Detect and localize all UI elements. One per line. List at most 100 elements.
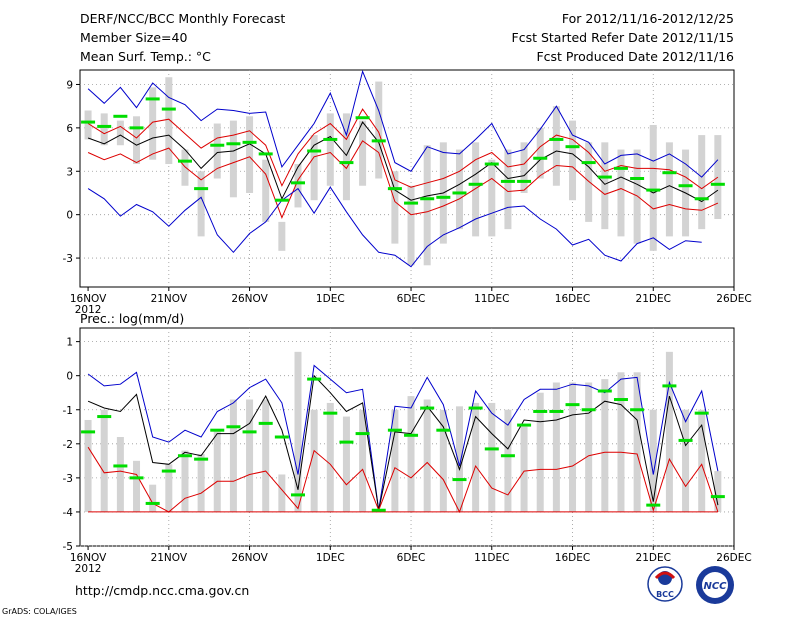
temp-ytick-label: 6 xyxy=(66,123,73,135)
temp-spread-bar xyxy=(133,116,141,165)
prec-spread-bar xyxy=(326,402,334,512)
prec-ytick-label: -3 xyxy=(63,473,73,485)
footer-url[interactable]: http://cmdp.ncc.cma.gov.cn xyxy=(75,583,249,598)
prec-spread-bar xyxy=(310,409,318,512)
prec-ytick-label: -2 xyxy=(63,439,73,451)
header-variable: Mean Surf. Temp.: °C xyxy=(80,49,211,64)
temp-xtick-label: 21DEC xyxy=(636,293,671,305)
prec-xtick-label: 11DEC xyxy=(474,552,509,564)
temp-xtick-label: 16DEC xyxy=(555,293,590,305)
temp-spread-bar xyxy=(310,135,318,201)
prec-ytick-label: 0 xyxy=(66,371,73,383)
temp-spread-bar xyxy=(116,120,124,146)
prec-ytick-label: -1 xyxy=(63,405,73,417)
temp-frame xyxy=(79,69,735,288)
prec-spread-bar xyxy=(617,372,625,512)
prec-spread-bar xyxy=(585,382,593,512)
temp-line-maximum xyxy=(87,69,719,178)
prec-spread-bar xyxy=(633,372,641,512)
header-produced-date: Fcst Produced Date 2012/11/16 xyxy=(536,49,734,64)
prec-spread-bar xyxy=(262,399,270,512)
ncc-logo-text: NCC xyxy=(703,581,727,592)
bcc-logo-swoosh xyxy=(654,571,676,580)
bcc-logo: BCC xyxy=(647,566,683,602)
prec-spread-bar xyxy=(116,437,124,512)
temp-spread-bar xyxy=(84,110,92,140)
prec-spread-bar xyxy=(536,392,544,512)
prec-line-upper-percentile xyxy=(87,446,719,514)
temp-xtick-label: 26DEC xyxy=(716,293,751,305)
ncc-logo: NCC xyxy=(696,566,734,604)
prec-spread-bar xyxy=(359,409,367,512)
temp-xtick-label: 16NOV xyxy=(70,293,107,305)
prec-spread-bar xyxy=(455,406,463,512)
temp-ytick-label: -3 xyxy=(63,253,73,265)
temp-spread-bar xyxy=(601,142,609,230)
header-period: For 2012/11/16-2012/12/25 xyxy=(562,11,734,26)
temp-spread-bar xyxy=(326,113,334,186)
prec-spread-bar xyxy=(133,460,141,512)
prec-spread-bar xyxy=(342,416,350,512)
prec-xtick-label: 16DEC xyxy=(555,552,590,564)
prec-spread-bar xyxy=(407,396,415,512)
prec-spread-bar xyxy=(229,399,237,512)
temp-spread-bar xyxy=(229,120,237,198)
header-start-date: Fcst Started Refer Date 2012/11/15 xyxy=(512,30,735,45)
prec-spread-bar xyxy=(294,351,302,512)
prec-spread-bar xyxy=(520,426,528,512)
prec-spread-bar xyxy=(439,409,447,512)
temp-spread-bar xyxy=(100,113,108,146)
temp-spread-bar xyxy=(407,185,415,266)
prec-spread-bar xyxy=(278,474,286,512)
prec-ytick-label: -5 xyxy=(63,541,73,553)
prec-xtick-label: 26NOV xyxy=(231,552,268,564)
temp-line-minimum xyxy=(87,186,702,268)
prec-spread-bar xyxy=(181,450,189,512)
temp-ytick-label: 9 xyxy=(66,79,73,91)
prec-ytick-label: 1 xyxy=(66,337,73,349)
temp-xtick-label: 21NOV xyxy=(151,293,188,305)
prec-xtick-label: 21DEC xyxy=(636,552,671,564)
temp-spread-bar xyxy=(665,142,673,237)
temp-spread-bar xyxy=(569,120,577,201)
temp-spread-bar xyxy=(149,87,157,160)
prec-spread-bar xyxy=(714,471,722,512)
ncc-logo-inner xyxy=(702,572,728,598)
temp-spread-bar xyxy=(391,171,399,244)
prec-spread-bar xyxy=(100,409,108,512)
prec-spread-bar xyxy=(165,464,173,512)
temp-xtick-year: 2012 xyxy=(75,304,102,316)
prec-spread-bar xyxy=(682,409,690,512)
prec-ytick-label: -4 xyxy=(63,507,74,519)
prec-spread-bar xyxy=(423,399,431,512)
temp-spread-bar xyxy=(262,159,270,222)
temp-spread-bar xyxy=(649,124,657,251)
prec-spread-bar xyxy=(213,430,221,512)
temp-spread-bar xyxy=(165,77,173,165)
prec-line-median xyxy=(87,374,719,511)
grads-credit: GrADS: COLA/IGES xyxy=(2,607,77,616)
temp-spread-bar xyxy=(342,113,350,201)
prec-spread-bar xyxy=(698,409,706,512)
temp-spread-bar xyxy=(278,221,286,251)
temp-ytick-label: 3 xyxy=(66,166,73,178)
temp-spread-bar xyxy=(552,106,560,186)
bcc-logo-text: BCC xyxy=(656,590,674,599)
temp-line-upper-percentile xyxy=(87,108,719,190)
temp-xtick-label: 26NOV xyxy=(231,293,268,305)
prec-frame xyxy=(79,327,735,547)
temp-xtick-label: 6DEC xyxy=(397,293,426,305)
temp-xtick-label: 1DEC xyxy=(316,293,345,305)
prec-spread-bar xyxy=(488,402,496,512)
prec-spread-bar xyxy=(552,382,560,512)
temp-spread-bar xyxy=(294,164,302,208)
prec-xtick-label: 1DEC xyxy=(316,552,345,564)
header-member-size: Member Size=40 xyxy=(80,30,187,45)
temp-spread-bar xyxy=(197,171,205,237)
prec-spread-bar xyxy=(472,402,480,512)
temp-spread-bar xyxy=(633,149,641,244)
temp-spread-bar xyxy=(585,142,593,222)
precip-chart-title: Prec.: log(mm/d) xyxy=(80,311,184,326)
